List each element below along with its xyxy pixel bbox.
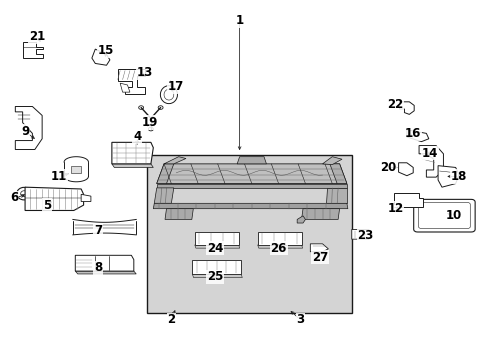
Text: 6: 6 — [10, 192, 19, 204]
Polygon shape — [257, 232, 301, 245]
Polygon shape — [163, 157, 185, 164]
Polygon shape — [399, 102, 413, 114]
Polygon shape — [322, 157, 341, 165]
Text: 18: 18 — [450, 170, 466, 183]
Text: 21: 21 — [29, 30, 45, 43]
Polygon shape — [329, 164, 346, 184]
Text: 13: 13 — [136, 66, 152, 79]
Text: 20: 20 — [380, 161, 396, 174]
Text: 7: 7 — [94, 224, 102, 237]
Polygon shape — [71, 166, 81, 173]
Text: 1: 1 — [235, 14, 243, 27]
Text: 25: 25 — [206, 270, 223, 283]
Text: 24: 24 — [206, 242, 223, 255]
Text: 3: 3 — [296, 313, 304, 327]
Polygon shape — [112, 164, 153, 167]
Text: 23: 23 — [357, 229, 373, 242]
Text: 4: 4 — [133, 130, 141, 144]
Polygon shape — [112, 142, 153, 164]
Polygon shape — [75, 271, 136, 274]
Polygon shape — [194, 232, 238, 245]
Polygon shape — [393, 193, 423, 207]
Polygon shape — [257, 245, 302, 248]
Polygon shape — [301, 209, 339, 220]
Polygon shape — [157, 164, 173, 184]
Polygon shape — [157, 164, 346, 184]
Polygon shape — [73, 220, 136, 235]
Text: 5: 5 — [43, 199, 51, 212]
Text: 8: 8 — [94, 261, 102, 274]
Text: 10: 10 — [445, 210, 461, 222]
Text: 22: 22 — [387, 98, 403, 111]
Polygon shape — [15, 107, 42, 149]
Polygon shape — [153, 203, 347, 209]
Polygon shape — [194, 245, 239, 248]
Polygon shape — [437, 166, 458, 187]
Text: 26: 26 — [270, 242, 286, 255]
Text: 27: 27 — [311, 251, 327, 264]
Text: 11: 11 — [51, 170, 67, 183]
Polygon shape — [398, 163, 412, 176]
Text: 19: 19 — [141, 116, 157, 129]
Polygon shape — [25, 187, 83, 211]
Polygon shape — [297, 216, 305, 223]
Polygon shape — [192, 260, 241, 274]
Text: 12: 12 — [387, 202, 403, 215]
Polygon shape — [154, 188, 173, 203]
Text: 14: 14 — [421, 147, 437, 159]
Text: 16: 16 — [404, 127, 420, 140]
Polygon shape — [192, 274, 242, 278]
Polygon shape — [120, 83, 130, 92]
FancyBboxPatch shape — [413, 199, 474, 232]
Polygon shape — [310, 244, 328, 252]
Text: 15: 15 — [97, 44, 114, 57]
Polygon shape — [75, 255, 134, 271]
Polygon shape — [157, 184, 346, 188]
Text: 17: 17 — [168, 80, 184, 93]
Polygon shape — [351, 229, 371, 239]
Polygon shape — [81, 194, 91, 202]
Polygon shape — [92, 49, 110, 65]
Polygon shape — [237, 157, 266, 164]
Polygon shape — [164, 209, 193, 220]
Polygon shape — [118, 69, 144, 94]
Bar — [147, 155, 351, 313]
Polygon shape — [326, 188, 346, 203]
Polygon shape — [406, 130, 428, 141]
Text: 2: 2 — [167, 313, 175, 327]
Text: 9: 9 — [21, 125, 29, 138]
Polygon shape — [418, 145, 443, 177]
Polygon shape — [23, 42, 42, 58]
